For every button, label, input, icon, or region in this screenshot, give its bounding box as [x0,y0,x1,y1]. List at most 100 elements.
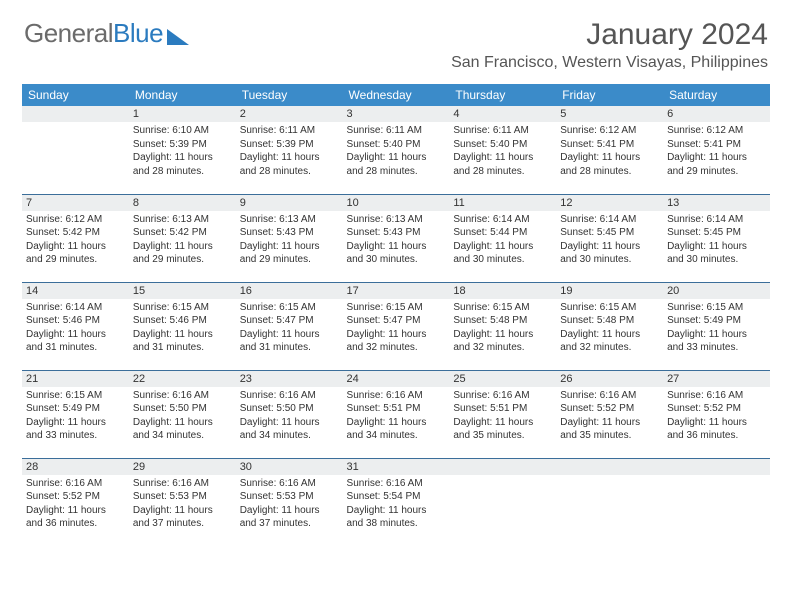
day-details: Sunrise: 6:13 AMSunset: 5:43 PMDaylight:… [343,211,450,271]
logo-word-general: General [24,18,113,48]
day-details: Sunrise: 6:12 AMSunset: 5:41 PMDaylight:… [663,122,770,182]
day-number: 3 [343,106,450,122]
day-details: Sunrise: 6:14 AMSunset: 5:46 PMDaylight:… [22,299,129,359]
calendar-cell: 30Sunrise: 6:16 AMSunset: 5:53 PMDayligh… [236,458,343,546]
day-number: 20 [663,283,770,299]
calendar-cell: 13Sunrise: 6:14 AMSunset: 5:45 PMDayligh… [663,194,770,282]
day-number: 12 [556,195,663,211]
day-details: Sunrise: 6:13 AMSunset: 5:42 PMDaylight:… [129,211,236,271]
logo: GeneralBlue [24,18,189,49]
day-details: Sunrise: 6:16 AMSunset: 5:54 PMDaylight:… [343,475,450,535]
day-details: Sunrise: 6:10 AMSunset: 5:39 PMDaylight:… [129,122,236,182]
calendar-cell: 14Sunrise: 6:14 AMSunset: 5:46 PMDayligh… [22,282,129,370]
calendar-cell: 17Sunrise: 6:15 AMSunset: 5:47 PMDayligh… [343,282,450,370]
weekday-header: Friday [556,84,663,106]
day-number: 10 [343,195,450,211]
weekday-header: Sunday [22,84,129,106]
weekday-header: Wednesday [343,84,450,106]
day-number: 1 [129,106,236,122]
day-details: Sunrise: 6:16 AMSunset: 5:53 PMDaylight:… [236,475,343,535]
day-details: Sunrise: 6:11 AMSunset: 5:40 PMDaylight:… [449,122,556,182]
calendar-row: 14Sunrise: 6:14 AMSunset: 5:46 PMDayligh… [22,282,770,370]
day-details: Sunrise: 6:15 AMSunset: 5:46 PMDaylight:… [129,299,236,359]
day-details: Sunrise: 6:15 AMSunset: 5:48 PMDaylight:… [556,299,663,359]
weekday-header: Monday [129,84,236,106]
day-number: 21 [22,371,129,387]
calendar-body: 1Sunrise: 6:10 AMSunset: 5:39 PMDaylight… [22,106,770,546]
day-number: 30 [236,459,343,475]
day-details: Sunrise: 6:15 AMSunset: 5:49 PMDaylight:… [22,387,129,447]
day-details: Sunrise: 6:11 AMSunset: 5:39 PMDaylight:… [236,122,343,182]
day-number: 4 [449,106,556,122]
calendar-cell: 10Sunrise: 6:13 AMSunset: 5:43 PMDayligh… [343,194,450,282]
calendar-cell: 4Sunrise: 6:11 AMSunset: 5:40 PMDaylight… [449,106,556,194]
day-number: 26 [556,371,663,387]
weekday-header-row: SundayMondayTuesdayWednesdayThursdayFrid… [22,84,770,106]
day-number: 8 [129,195,236,211]
calendar-table: SundayMondayTuesdayWednesdayThursdayFrid… [22,84,770,546]
day-details: Sunrise: 6:16 AMSunset: 5:52 PMDaylight:… [22,475,129,535]
day-number: 27 [663,371,770,387]
day-number: 16 [236,283,343,299]
calendar-cell [663,458,770,546]
calendar-cell: 19Sunrise: 6:15 AMSunset: 5:48 PMDayligh… [556,282,663,370]
day-details: Sunrise: 6:14 AMSunset: 5:45 PMDaylight:… [663,211,770,271]
day-number [556,459,663,475]
day-number: 5 [556,106,663,122]
day-details: Sunrise: 6:15 AMSunset: 5:48 PMDaylight:… [449,299,556,359]
day-details: Sunrise: 6:12 AMSunset: 5:41 PMDaylight:… [556,122,663,182]
calendar-cell: 6Sunrise: 6:12 AMSunset: 5:41 PMDaylight… [663,106,770,194]
calendar-cell: 7Sunrise: 6:12 AMSunset: 5:42 PMDaylight… [22,194,129,282]
title-block: January 2024 San Francisco, Western Visa… [451,18,768,72]
calendar-cell [449,458,556,546]
day-number: 15 [129,283,236,299]
calendar-cell: 28Sunrise: 6:16 AMSunset: 5:52 PMDayligh… [22,458,129,546]
calendar-cell: 20Sunrise: 6:15 AMSunset: 5:49 PMDayligh… [663,282,770,370]
calendar-cell: 29Sunrise: 6:16 AMSunset: 5:53 PMDayligh… [129,458,236,546]
calendar-cell: 27Sunrise: 6:16 AMSunset: 5:52 PMDayligh… [663,370,770,458]
day-number: 14 [22,283,129,299]
day-number: 31 [343,459,450,475]
day-number: 18 [449,283,556,299]
day-number: 2 [236,106,343,122]
calendar-row: 7Sunrise: 6:12 AMSunset: 5:42 PMDaylight… [22,194,770,282]
calendar-row: 21Sunrise: 6:15 AMSunset: 5:49 PMDayligh… [22,370,770,458]
weekday-header: Tuesday [236,84,343,106]
day-number: 9 [236,195,343,211]
calendar-cell: 23Sunrise: 6:16 AMSunset: 5:50 PMDayligh… [236,370,343,458]
day-details: Sunrise: 6:16 AMSunset: 5:50 PMDaylight:… [129,387,236,447]
calendar-cell: 1Sunrise: 6:10 AMSunset: 5:39 PMDaylight… [129,106,236,194]
logo-word-blue: Blue [113,18,163,48]
calendar-cell: 11Sunrise: 6:14 AMSunset: 5:44 PMDayligh… [449,194,556,282]
day-number: 17 [343,283,450,299]
logo-text: GeneralBlue [24,18,163,49]
calendar-cell: 22Sunrise: 6:16 AMSunset: 5:50 PMDayligh… [129,370,236,458]
calendar-cell: 24Sunrise: 6:16 AMSunset: 5:51 PMDayligh… [343,370,450,458]
day-details: Sunrise: 6:16 AMSunset: 5:50 PMDaylight:… [236,387,343,447]
day-details: Sunrise: 6:16 AMSunset: 5:52 PMDaylight:… [556,387,663,447]
day-number: 25 [449,371,556,387]
calendar-cell: 9Sunrise: 6:13 AMSunset: 5:43 PMDaylight… [236,194,343,282]
day-number: 19 [556,283,663,299]
day-number [22,106,129,122]
calendar-cell: 2Sunrise: 6:11 AMSunset: 5:39 PMDaylight… [236,106,343,194]
day-details: Sunrise: 6:15 AMSunset: 5:47 PMDaylight:… [343,299,450,359]
weekday-header: Saturday [663,84,770,106]
day-details: Sunrise: 6:14 AMSunset: 5:44 PMDaylight:… [449,211,556,271]
calendar-cell: 12Sunrise: 6:14 AMSunset: 5:45 PMDayligh… [556,194,663,282]
day-number: 13 [663,195,770,211]
logo-triangle-icon [167,29,189,45]
calendar-cell: 25Sunrise: 6:16 AMSunset: 5:51 PMDayligh… [449,370,556,458]
calendar-cell: 3Sunrise: 6:11 AMSunset: 5:40 PMDaylight… [343,106,450,194]
day-details: Sunrise: 6:16 AMSunset: 5:51 PMDaylight:… [449,387,556,447]
day-details: Sunrise: 6:16 AMSunset: 5:51 PMDaylight:… [343,387,450,447]
day-number: 23 [236,371,343,387]
day-details: Sunrise: 6:14 AMSunset: 5:45 PMDaylight:… [556,211,663,271]
day-number: 29 [129,459,236,475]
day-number [449,459,556,475]
calendar-cell: 26Sunrise: 6:16 AMSunset: 5:52 PMDayligh… [556,370,663,458]
day-details: Sunrise: 6:16 AMSunset: 5:52 PMDaylight:… [663,387,770,447]
day-number: 24 [343,371,450,387]
day-details: Sunrise: 6:12 AMSunset: 5:42 PMDaylight:… [22,211,129,271]
calendar-cell: 8Sunrise: 6:13 AMSunset: 5:42 PMDaylight… [129,194,236,282]
